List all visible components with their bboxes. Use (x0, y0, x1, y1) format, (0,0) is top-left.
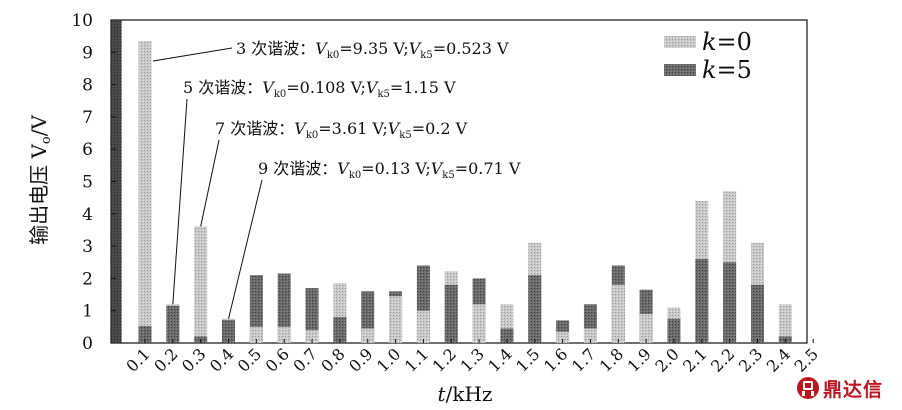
annotation-leader (172, 98, 188, 305)
x-tick-label: 1.1 (401, 344, 432, 375)
watermark-text: 鼎达信 (823, 378, 884, 401)
bar-k0 (416, 310, 430, 343)
annotation-label: 7 次谐波：Vk0=3.61 V;Vk5=0.2 V (215, 119, 468, 141)
y-tick-label: 8 (82, 76, 93, 96)
y-tick-label: 9 (82, 43, 93, 63)
watermark: 鼎达信 (796, 374, 883, 402)
y-axis-title-unit: /V (27, 115, 51, 137)
bar-k5 (249, 275, 263, 343)
x-tick-label: 2.4 (763, 344, 794, 375)
bar-k5 (333, 317, 347, 343)
bar-k0 (361, 328, 375, 343)
bar-k0 (249, 326, 263, 343)
bar-k5 (305, 288, 319, 343)
x-axis: 0.10.20.30.40.50.60.70.80.91.01.11.21.31… (122, 339, 822, 376)
bar-k0 (778, 304, 792, 343)
x-tick-label: 1.6 (540, 344, 571, 375)
bar-k0 (194, 226, 208, 343)
x-tick-label: 1.2 (429, 344, 460, 375)
bar-k5 (138, 326, 152, 343)
bar-k0 (639, 313, 653, 343)
y-tick-label: 1 (82, 302, 93, 322)
annotation-leader (228, 179, 263, 319)
x-tick-label: 0.8 (317, 344, 348, 375)
bar-k0 (583, 328, 597, 343)
x-tick-label: 0.5 (234, 344, 265, 375)
bar-k5 (528, 275, 542, 343)
x-tick-label: 1.3 (456, 344, 487, 375)
legend-swatch (664, 36, 696, 48)
bars (138, 40, 792, 344)
x-axis-title-unit: /kHz (446, 382, 493, 406)
x-tick-label: 0.1 (122, 344, 153, 375)
annotation-label: 5 次谐波：Vk0=0.108 V;Vk5=1.15 V (183, 78, 456, 100)
y-tick-label: 7 (82, 108, 93, 128)
annotation-label: 9 次谐波：Vk0=0.13 V;Vk5=0.71 V (258, 159, 521, 181)
y-axis-title-sub: o (39, 136, 54, 144)
x-tick-label: 0.9 (345, 344, 376, 375)
annotations: 3 次谐波：Vk0=9.35 V;Vk5=0.523 V 5 次谐波：Vk0=0.… (152, 39, 521, 319)
y-axis-title-main: 输出电压 V (27, 144, 51, 245)
bar-k0 (305, 330, 319, 343)
x-tick-label: 0.4 (206, 344, 237, 375)
bar-k0 (277, 326, 291, 343)
left-edge-band (111, 20, 122, 343)
bar-k5 (667, 318, 681, 343)
x-tick-label: 2.3 (735, 344, 766, 375)
x-tick-label: 0.2 (150, 344, 181, 375)
annotation-leader (152, 47, 233, 62)
x-tick-label: 1.9 (624, 344, 655, 375)
x-axis-title: t/kHz (438, 382, 493, 406)
x-tick-label: 0.3 (178, 344, 209, 375)
bar-k5 (166, 305, 180, 343)
y-axis: 0 1 2 3 4 5 6 7 8 9 10 (71, 11, 116, 354)
y-tick-label: 5 (82, 173, 93, 193)
bar-k5 (750, 284, 764, 343)
x-tick-label: 1.4 (484, 344, 515, 375)
x-tick-label: 0.7 (289, 344, 320, 375)
bar-k0 (389, 296, 403, 343)
y-axis-title: 输出电压 Vo/V (27, 115, 54, 245)
x-tick-label: 2.1 (679, 344, 710, 375)
x-tick-label: 2.5 (791, 344, 822, 375)
x-tick-label: 2.2 (707, 344, 738, 375)
bar-k5 (723, 262, 737, 343)
legend: k=0k=5 (664, 28, 752, 84)
bar-k5 (695, 259, 709, 343)
x-tick-label: 1.8 (596, 344, 627, 375)
y-tick-label: 2 (82, 269, 93, 289)
y-tick-label: 10 (71, 11, 93, 31)
y-tick-label: 4 (82, 205, 93, 225)
bar-k0 (611, 284, 625, 343)
bar-k5 (277, 273, 291, 343)
legend-swatch (664, 64, 696, 76)
x-tick-label: 2.0 (651, 344, 682, 375)
x-tick-label: 1.0 (373, 344, 404, 375)
bar-k0 (556, 331, 570, 343)
legend-label: k=5 (702, 56, 752, 84)
bar-k0 (472, 304, 486, 343)
bar-k0 (138, 40, 152, 344)
dingda-logo-icon (797, 377, 819, 399)
y-tick-label: 0 (82, 334, 93, 354)
bar-k5 (500, 328, 514, 343)
bar-k5 (222, 320, 236, 343)
x-tick-label: 1.7 (568, 344, 599, 375)
legend-label: k=0 (702, 28, 752, 56)
x-axis-title-var: t (438, 382, 447, 406)
x-tick-label: 1.5 (512, 344, 543, 375)
annotation-leader (200, 139, 220, 227)
x-tick-label: 0.6 (262, 344, 293, 375)
y-tick-label: 6 (82, 140, 93, 160)
y-tick-label: 3 (82, 237, 93, 257)
bar-k5 (444, 284, 458, 343)
annotation-label: 3 次谐波：Vk0=9.35 V;Vk5=0.523 V (236, 39, 509, 61)
